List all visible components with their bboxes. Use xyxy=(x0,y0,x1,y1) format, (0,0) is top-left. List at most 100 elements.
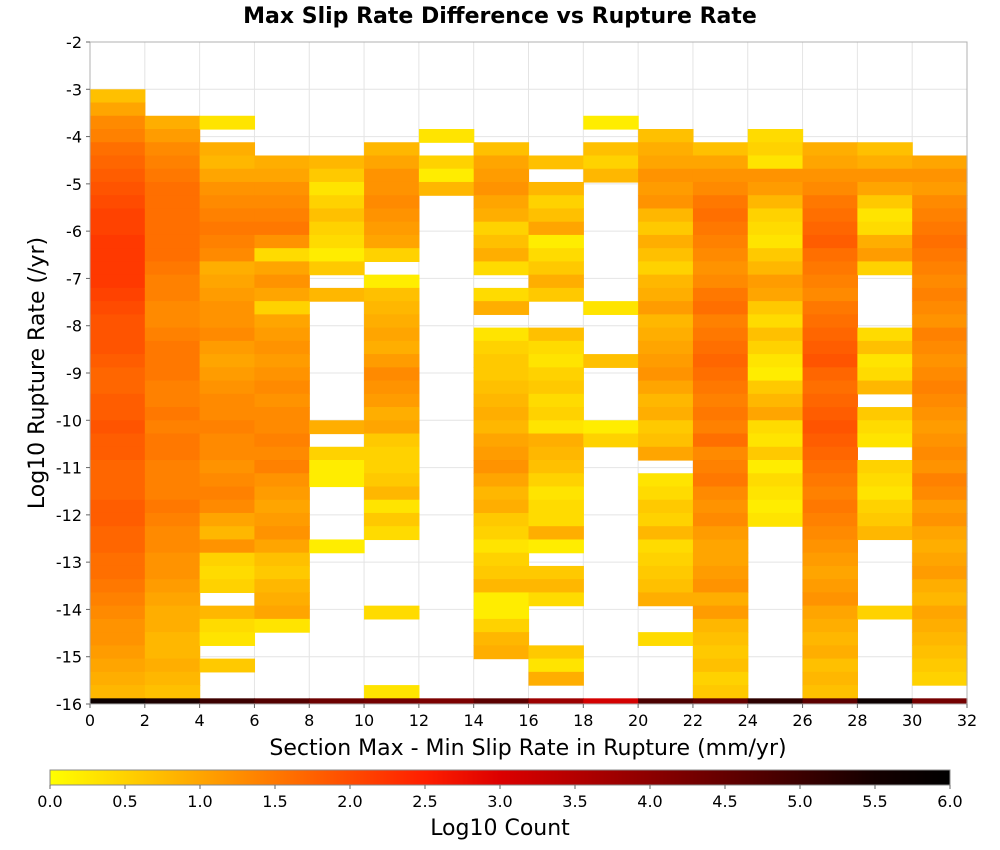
heatmap-cell xyxy=(857,195,913,210)
heatmap-cell xyxy=(747,420,804,435)
heatmap-cell-bottom xyxy=(802,698,858,704)
heatmap-cell xyxy=(90,195,146,210)
heatmap-cell xyxy=(638,592,694,607)
heatmap-cell xyxy=(144,499,201,514)
heatmap-cell xyxy=(857,354,913,368)
heatmap-cell xyxy=(857,499,913,514)
heatmap-cell xyxy=(144,261,201,276)
heatmap-cell xyxy=(747,354,804,368)
heatmap-cell xyxy=(144,473,201,488)
heatmap-cell xyxy=(199,142,256,157)
heatmap-cell xyxy=(309,181,365,196)
heatmap-cell-bottom xyxy=(199,698,256,704)
heatmap-cell xyxy=(857,340,913,355)
heatmap-cell xyxy=(692,261,749,276)
heatmap-cell xyxy=(747,234,804,249)
heatmap-cell xyxy=(692,658,749,673)
heatmap-cell xyxy=(912,327,968,342)
heatmap-cell xyxy=(199,115,256,130)
heatmap-cell xyxy=(199,181,256,196)
heatmap-cell xyxy=(199,248,256,263)
heatmap-cell xyxy=(802,433,858,448)
heatmap-cell xyxy=(528,460,584,474)
heatmap-cell xyxy=(90,301,146,315)
heatmap-cell xyxy=(692,340,749,355)
heatmap-cell xyxy=(199,314,256,329)
heatmap-cell xyxy=(638,314,694,329)
heatmap-cell xyxy=(638,327,694,342)
heatmap-cell xyxy=(254,579,310,594)
heatmap-cell xyxy=(802,155,858,170)
heatmap-cell xyxy=(90,380,146,395)
heatmap-cell xyxy=(638,208,694,223)
heatmap-cell xyxy=(692,446,749,461)
heatmap-cell xyxy=(528,155,584,170)
heatmap-cell xyxy=(747,407,804,421)
heatmap-cell xyxy=(90,261,146,276)
heatmap-cell xyxy=(638,486,694,501)
heatmap-cell xyxy=(473,592,530,607)
heatmap-cell xyxy=(857,486,913,501)
heatmap-cell xyxy=(802,274,858,289)
heatmap-cell xyxy=(528,420,584,435)
heatmap-cell xyxy=(144,301,201,315)
heatmap-cell xyxy=(90,539,146,554)
heatmap-cell xyxy=(254,234,310,249)
heatmap-cell xyxy=(364,393,420,408)
y-axis-title: Log10 Rupture Rate (/yr) xyxy=(25,237,50,509)
heatmap-cell xyxy=(254,301,310,315)
heatmap-cell xyxy=(747,221,804,236)
heatmap-cell xyxy=(747,460,804,474)
heatmap-cell xyxy=(912,420,968,435)
heatmap-cell xyxy=(364,221,420,236)
heatmap-cell xyxy=(912,234,968,249)
heatmap-cell xyxy=(912,539,968,554)
heatmap-cell xyxy=(912,446,968,461)
heatmap-cell xyxy=(473,645,530,660)
heatmap-cell xyxy=(912,592,968,607)
heatmap-cell xyxy=(747,248,804,263)
heatmap-cell xyxy=(747,208,804,223)
heatmap-cell xyxy=(747,327,804,342)
heatmap-cell xyxy=(912,632,968,646)
heatmap-cell xyxy=(199,155,256,170)
heatmap-cell xyxy=(528,327,584,342)
heatmap-cell xyxy=(254,380,310,395)
heatmap-cell xyxy=(747,486,804,501)
heatmap-cell xyxy=(90,605,146,620)
heatmap-cell xyxy=(199,433,256,448)
heatmap-cell xyxy=(254,605,310,620)
heatmap-cell xyxy=(638,632,694,646)
heatmap-cell xyxy=(802,565,858,580)
heatmap-cell xyxy=(692,354,749,368)
heatmap-cell xyxy=(528,579,584,594)
heatmap-cell xyxy=(90,340,146,355)
heatmap-cell xyxy=(364,473,420,488)
heatmap-cell xyxy=(802,605,858,620)
heatmap-cell xyxy=(473,632,530,646)
heatmap-cell xyxy=(90,446,146,461)
heatmap-cell xyxy=(199,526,256,541)
heatmap-cell xyxy=(747,393,804,408)
heatmap-cell xyxy=(473,367,530,382)
heatmap-cell xyxy=(90,274,146,289)
colorbar-tick-label: 3.5 xyxy=(562,792,587,811)
heatmap-cell xyxy=(144,446,201,461)
heatmap-cell xyxy=(473,248,530,263)
colorbar-gradient xyxy=(49,769,951,786)
colorbar-tick-label: 2.0 xyxy=(337,792,362,811)
heatmap-cell xyxy=(90,102,146,117)
heatmap-cell xyxy=(802,301,858,315)
heatmap-cell xyxy=(90,393,146,408)
heatmap-cell xyxy=(254,473,310,488)
heatmap-cell xyxy=(90,512,146,527)
heatmap-cell xyxy=(254,327,310,342)
y-tick-label: -9 xyxy=(66,364,82,383)
heatmap-cell-bottom xyxy=(857,698,913,704)
heatmap-cell xyxy=(638,407,694,421)
x-tick-label: 4 xyxy=(195,711,205,730)
heatmap-cell xyxy=(254,340,310,355)
x-tick-label: 18 xyxy=(573,711,593,730)
heatmap-cell xyxy=(747,195,804,210)
